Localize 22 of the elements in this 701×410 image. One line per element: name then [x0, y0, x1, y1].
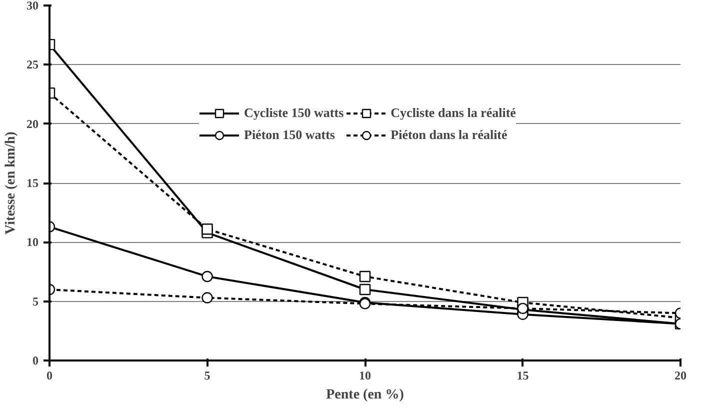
- x-tick-label: 0: [46, 368, 52, 382]
- x-tick-label: 15: [516, 368, 529, 382]
- point: [359, 270, 371, 282]
- y-tick-label: 20: [26, 116, 38, 131]
- legend-label: Cycliste 150 watts: [244, 105, 344, 121]
- x-axis-title: Pente (en %): [326, 388, 404, 402]
- y-tick-label: 10: [26, 235, 38, 250]
- x-tick-label: 20: [674, 368, 686, 382]
- x-tick-label: 10: [359, 368, 371, 382]
- y-tick-label: 15: [26, 176, 38, 190]
- legend-label: Piéton 150 watts: [244, 127, 335, 143]
- y-tick-label: 25: [26, 58, 38, 72]
- legend-label: Cycliste dans la réalité: [390, 105, 516, 121]
- x-tick-label: 5: [204, 368, 210, 382]
- y-tick-label: 5: [32, 294, 38, 308]
- legend-label: Piéton dans la réalité: [390, 127, 508, 143]
- y-tick-label: 0: [32, 354, 38, 368]
- y-axis-title: Vitesse (en km/h): [4, 131, 18, 234]
- point: [359, 284, 371, 296]
- point: [202, 224, 213, 235]
- point: [202, 292, 213, 304]
- y-tick-label: 30: [26, 0, 38, 12]
